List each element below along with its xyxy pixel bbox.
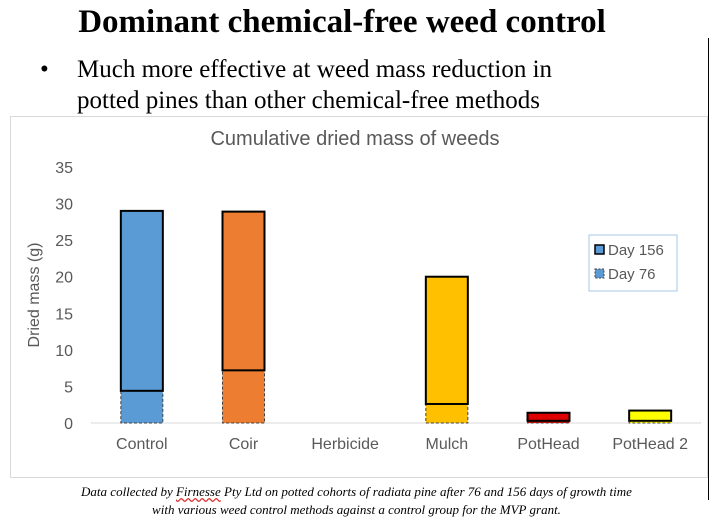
bar-chart: Cumulative dried mass of weeds Dried mass… [26, 128, 701, 453]
bullet-line-1: Much more effective at weed mass reducti… [77, 56, 553, 83]
y-tick-label: 10 [55, 343, 73, 360]
y-tick-label: 15 [55, 306, 73, 323]
bar-day76-mulch [425, 403, 469, 424]
caption-prefix: Data collected by [81, 484, 176, 499]
y-tick-label: 30 [55, 197, 73, 214]
bar-day76-coir [222, 369, 265, 424]
legend-label-day76: Day 76 [608, 266, 656, 283]
y-tick-label: 35 [55, 160, 73, 177]
slide-title: Dominant chemical-free weed control [78, 4, 606, 40]
slide-edge-line [708, 38, 709, 500]
y-tick-label: 5 [64, 379, 73, 396]
caption-line1-rest: Pty Ltd on potted cohorts of radiata pin… [220, 484, 632, 499]
caption-company: Firnesse [175, 484, 221, 499]
x-tick-label: Mulch [425, 436, 468, 453]
chart-title: Cumulative dried mass of weeds [210, 128, 499, 150]
bar-day76-control [120, 390, 164, 424]
chart-frame: Cumulative dried mass of weeds Dried mass… [10, 116, 708, 478]
x-tick-label: PotHead 2 [612, 436, 688, 453]
y-tick-label: 20 [55, 270, 73, 287]
bar-day156-pothead [526, 411, 571, 422]
legend-swatch-day156 [594, 244, 605, 255]
y-tick-label: 0 [64, 416, 73, 433]
legend-label-day156: Day 156 [608, 242, 664, 259]
x-tick-label: Herbicide [311, 436, 379, 453]
x-tick-label: PotHead [517, 436, 579, 453]
bullet-text: Much more effective at weed mass reducti… [77, 54, 677, 116]
caption: Data collected by Firnesse Pty Ltd on po… [0, 483, 713, 519]
legend-swatch-day76 [594, 268, 605, 279]
y-axis-label: Dried mass (g) [26, 243, 43, 348]
bullet-marker: • [40, 56, 49, 83]
bar-day156-pothead-2 [628, 409, 673, 422]
bullet-line-2: potted pines than other chemical-free me… [77, 87, 541, 114]
bar-day156-control [119, 209, 164, 392]
y-tick-label: 25 [55, 233, 73, 250]
x-tick-label: Control [116, 436, 168, 453]
bar-day156-mulch [424, 275, 469, 405]
bar-day156-coir [221, 210, 266, 372]
x-tick-label: Coir [229, 436, 259, 453]
caption-line-2: with various weed control methods agains… [152, 502, 561, 517]
caption-line-1: Data collected by Firnesse Pty Ltd on po… [0, 483, 713, 501]
